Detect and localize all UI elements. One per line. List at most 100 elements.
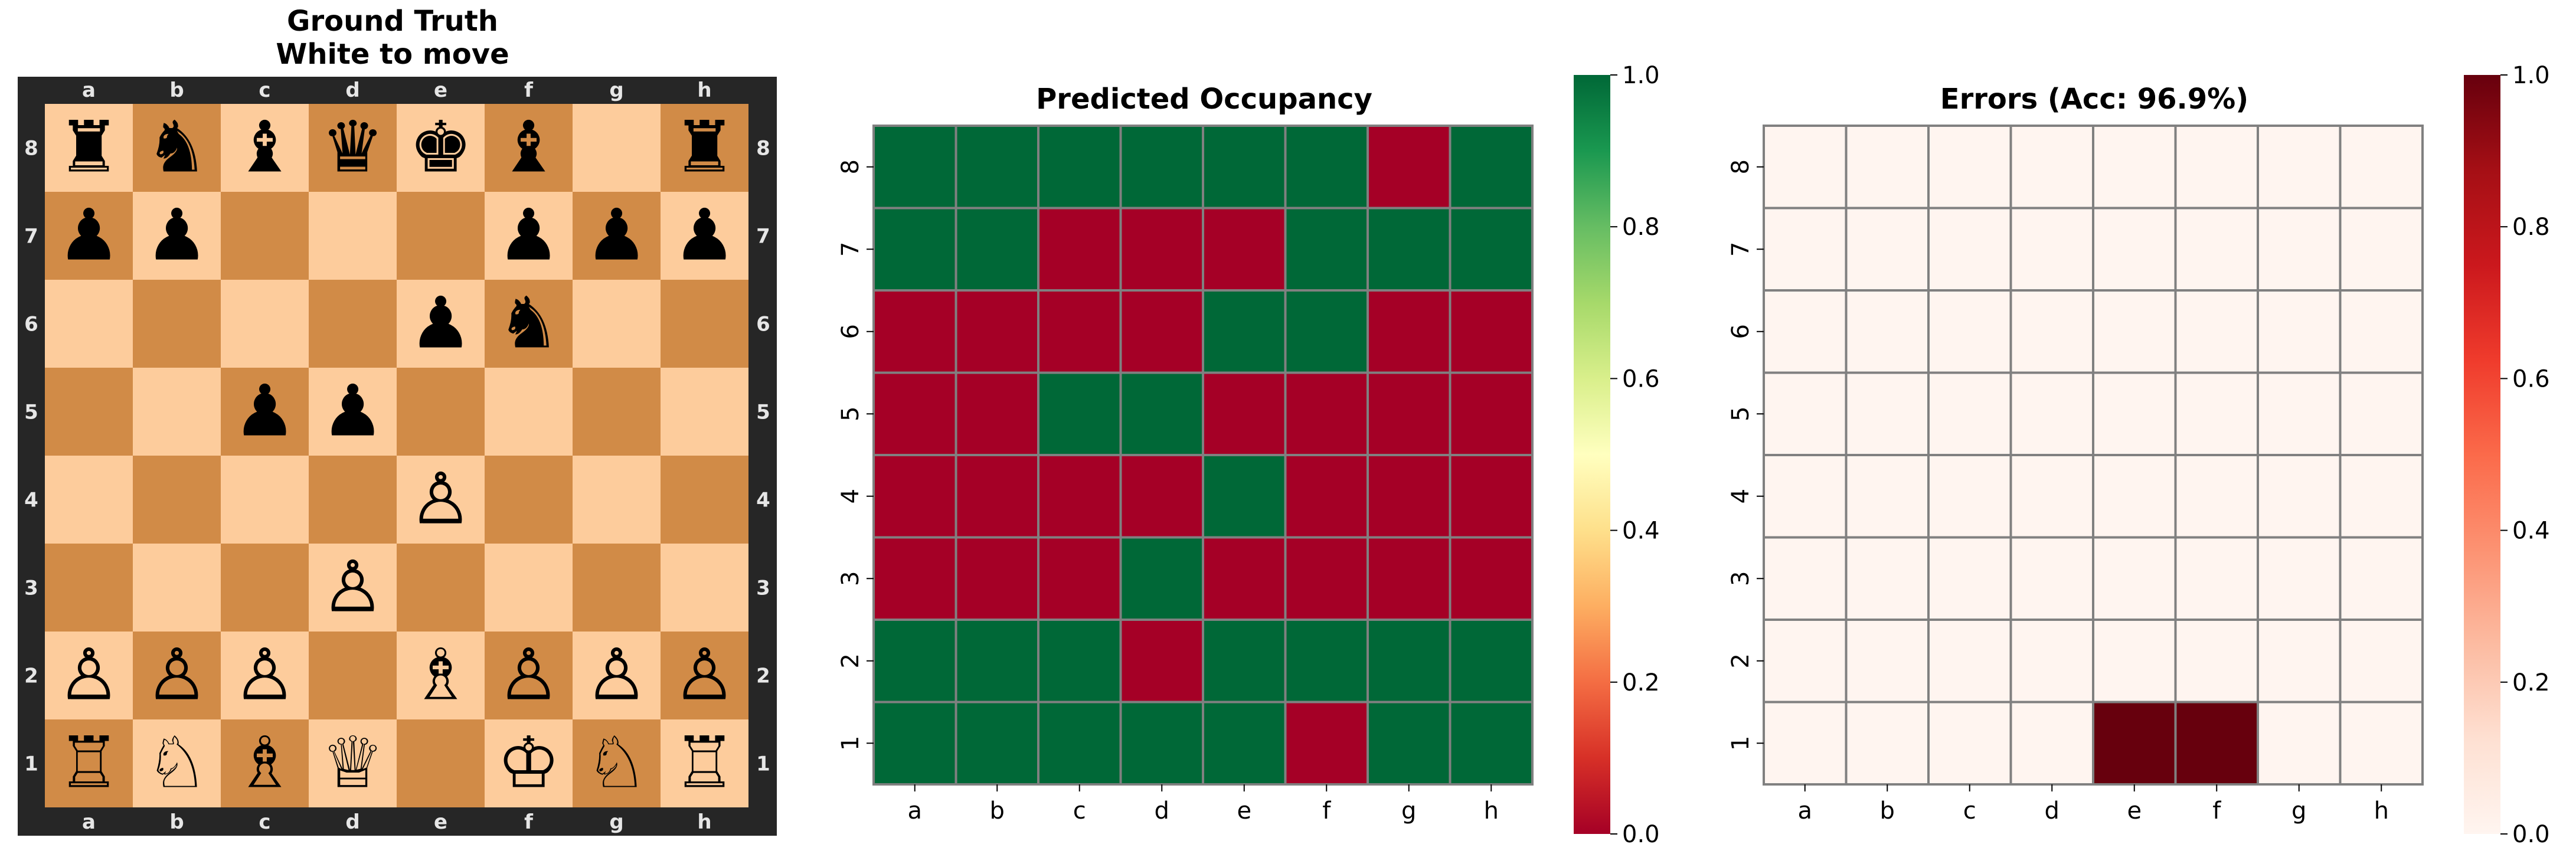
heatmap-cell-b1: [954, 701, 1039, 786]
square-f2: [485, 632, 573, 719]
file-label-bottom: a: [82, 810, 96, 834]
y-tick-label: 5: [837, 407, 864, 421]
heatmap-cell-d7: [1119, 207, 1204, 292]
square-c8: [221, 104, 309, 192]
heatmap-cell-h4: [2339, 454, 2424, 539]
heatmap-cell-a8: [872, 125, 957, 210]
y-tick-label: 1: [1727, 736, 1754, 751]
piece-h8: ♜: [673, 107, 737, 189]
heatmap-cell-d5: [2009, 371, 2094, 456]
heatmap-cell-f6: [2174, 289, 2259, 374]
heatmap-cell-b7: [954, 207, 1039, 292]
heatmap-cell-c6: [1037, 289, 1122, 374]
square-c3: [221, 544, 309, 632]
heatmap-cell-c1: [1037, 701, 1122, 786]
x-tick-label: g: [2291, 797, 2306, 825]
heatmap-cell-a2: [872, 619, 957, 704]
square-h2: [661, 632, 748, 719]
heatmap-cell-d3: [2009, 536, 2094, 621]
square-g2: [573, 632, 661, 719]
square-d4: [309, 456, 397, 544]
y-tick-label: 7: [837, 242, 864, 257]
piece-c8: ♝: [233, 107, 297, 189]
y-tick-label: 3: [837, 571, 864, 586]
heatmap-cell-e8: [2092, 125, 2177, 210]
heatmap-cell-e8: [1202, 125, 1287, 210]
heatmap-cell-g3: [2257, 536, 2342, 621]
rank-label-left: 6: [24, 313, 38, 336]
square-b7: [133, 192, 221, 280]
heatmap-cell-c2: [1927, 619, 2012, 704]
heatmap-cell-a6: [1763, 289, 1848, 374]
ground-truth-title: Ground Truth White to move: [0, 5, 785, 71]
heatmap-cell-b4: [1845, 454, 1930, 539]
heatmap-cell-g6: [2257, 289, 2342, 374]
heatmap-cell-b7: [1845, 207, 1930, 292]
piece-d5: ♟: [321, 371, 385, 453]
heatmap-cell-d3: [1119, 536, 1204, 621]
rank-label-right: 2: [756, 665, 770, 688]
square-e1: [397, 719, 485, 807]
heatmap-cell-f6: [1284, 289, 1369, 374]
heatmap-cell-c6: [1927, 289, 2012, 374]
square-b6: [133, 280, 221, 368]
heatmap-cell-e5: [1202, 371, 1287, 456]
heatmap-cell-f5: [2174, 371, 2259, 456]
y-tick-label: 8: [837, 159, 864, 174]
heatmap-cell-h2: [1449, 619, 1534, 704]
heatmap-cell-h8: [2339, 125, 2424, 210]
rank-label-left: 5: [24, 401, 38, 424]
heatmap-cell-h2: [2339, 619, 2424, 704]
square-e4: [397, 456, 485, 544]
square-f8: [485, 104, 573, 192]
file-label-top: e: [434, 78, 447, 102]
piece-c2: ♙: [233, 634, 297, 716]
heatmap-cell-a1: [872, 701, 957, 786]
piece-b7: ♟: [145, 195, 209, 277]
square-c6: [221, 280, 309, 368]
heatmap-cell-b3: [1845, 536, 1930, 621]
colorbar-tick-label: 0.8: [2512, 214, 2550, 241]
heatmap-cell-e6: [1202, 289, 1287, 374]
piece-f7: ♟: [497, 195, 561, 277]
colorbar-tick-label: 0.4: [1622, 518, 1660, 545]
piece-a8: ♜: [57, 107, 121, 189]
piece-f1: ♔: [497, 722, 561, 804]
file-label-top: a: [82, 78, 96, 102]
piece-g7: ♟: [585, 195, 649, 277]
x-tick-label: c: [1963, 797, 1976, 825]
file-label-top: c: [259, 78, 270, 102]
piece-b2: ♙: [145, 634, 209, 716]
piece-f8: ♝: [497, 107, 561, 189]
piece-e8: ♚: [409, 107, 473, 189]
square-b3: [133, 544, 221, 632]
predicted-occupancy-heatmap: a b c d e f g h 8 7 6 5 4 3 2 1 0.0 0.2 0.4 0.6 0.8 1.0: [837, 62, 1660, 848]
piece-c5: ♟: [233, 371, 297, 453]
heatmap-cell-b6: [1845, 289, 1930, 374]
rank-label-right: 1: [756, 753, 770, 776]
file-label-top: d: [345, 78, 359, 102]
square-a3: [45, 544, 133, 632]
file-label-bottom: g: [609, 810, 623, 834]
square-d2: [309, 632, 397, 719]
file-label-top: f: [524, 78, 534, 102]
heatmap-cell-g8: [2257, 125, 2342, 210]
heatmap-cell-b5: [1845, 371, 1930, 456]
square-g5: [573, 368, 661, 456]
heatmap-cell-f8: [2174, 125, 2259, 210]
heatmap-cell-e1: [1202, 701, 1287, 786]
heatmap-cell-b6: [954, 289, 1039, 374]
heatmap-cell-a7: [1763, 207, 1848, 292]
square-g7: [573, 192, 661, 280]
square-a4: [45, 456, 133, 544]
heatmap-cell-h6: [2339, 289, 2424, 374]
heatmap-cell-f2: [1284, 619, 1369, 704]
square-e2: [397, 632, 485, 719]
piece-h1: ♖: [673, 722, 737, 804]
file-label-bottom: h: [697, 810, 711, 834]
heatmap-cell-b8: [954, 125, 1039, 210]
y-tick-label: 5: [1727, 407, 1754, 421]
x-tick-label: g: [1401, 797, 1416, 825]
colorbar-tick-label: 1.0: [2512, 62, 2550, 89]
square-c4: [221, 456, 309, 544]
